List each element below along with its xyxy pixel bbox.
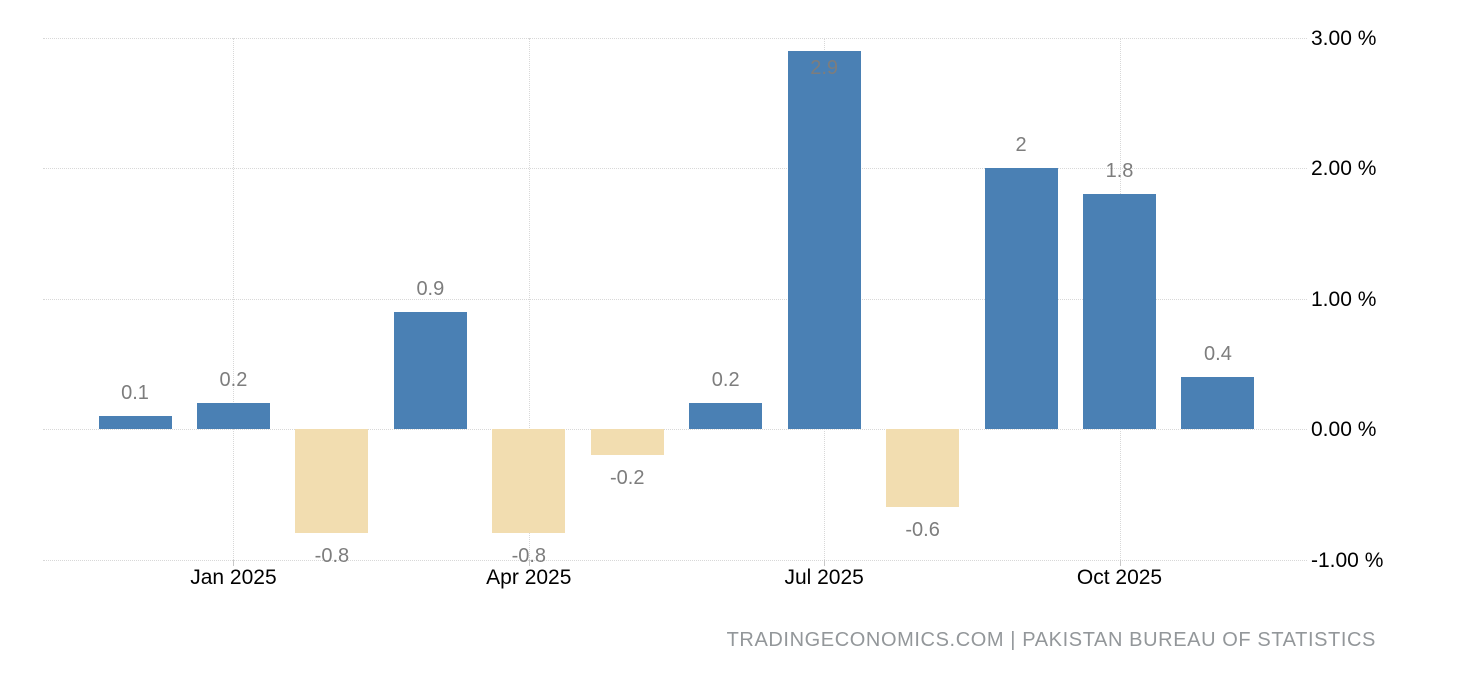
bar-value-label: 2	[1015, 134, 1027, 156]
x-axis-tick	[824, 559, 826, 566]
bar-value-label: 2.9	[810, 56, 839, 79]
bar[interactable]	[787, 50, 861, 429]
x-axis-label: Jul 2025	[784, 566, 864, 589]
v-gridline	[233, 37, 235, 560]
y-axis-label: -1.00 %	[1311, 548, 1384, 572]
bar-value-label: 0.2	[711, 368, 740, 391]
bar[interactable]	[886, 429, 960, 508]
bar[interactable]	[984, 168, 1058, 429]
x-axis-label: Oct 2025	[1076, 566, 1163, 589]
bar[interactable]	[492, 429, 566, 534]
bar[interactable]	[590, 429, 664, 456]
bar[interactable]	[295, 429, 369, 534]
bar-value-label: -0.2	[610, 467, 645, 490]
bar-value-label: -0.8	[511, 545, 547, 568]
x-axis-tick	[1119, 559, 1121, 566]
attribution-text: TRADINGECONOMICS.COM | PAKISTAN BUREAU O…	[726, 629, 1376, 651]
x-axis-label: Jan 2025	[190, 566, 277, 589]
y-axis-label: 1.00 %	[1311, 287, 1377, 311]
x-axis-label: Apr 2025	[486, 566, 572, 589]
y-axis-label: 2.00 %	[1311, 157, 1377, 180]
h-gridline	[43, 37, 1307, 39]
bar-value-label: -0.8	[314, 545, 350, 568]
x-axis-tick	[233, 559, 235, 566]
y-axis-label: 3.00 %	[1311, 26, 1377, 50]
h-gridline	[43, 168, 1307, 169]
h-gridline	[43, 559, 1307, 561]
bar-value-label: 0.9	[416, 277, 445, 300]
bar[interactable]	[98, 415, 172, 429]
bar-value-label: 0.2	[219, 368, 248, 391]
h-gridline	[43, 298, 1307, 300]
h-gridline	[43, 429, 1307, 430]
bar[interactable]	[1083, 194, 1156, 429]
bar-value-label: 0.1	[121, 381, 149, 404]
bar[interactable]	[689, 402, 763, 429]
bar[interactable]	[196, 402, 270, 429]
v-gridline	[528, 37, 530, 560]
bar-value-label: 0.4	[1204, 342, 1232, 365]
bar-value-label: 1.8	[1105, 160, 1134, 183]
bar[interactable]	[393, 311, 467, 429]
bar-value-label: -0.6	[905, 519, 940, 542]
bar[interactable]	[1181, 376, 1255, 429]
y-axis-label: 0.00 %	[1311, 418, 1377, 441]
x-axis-tick	[528, 559, 530, 566]
